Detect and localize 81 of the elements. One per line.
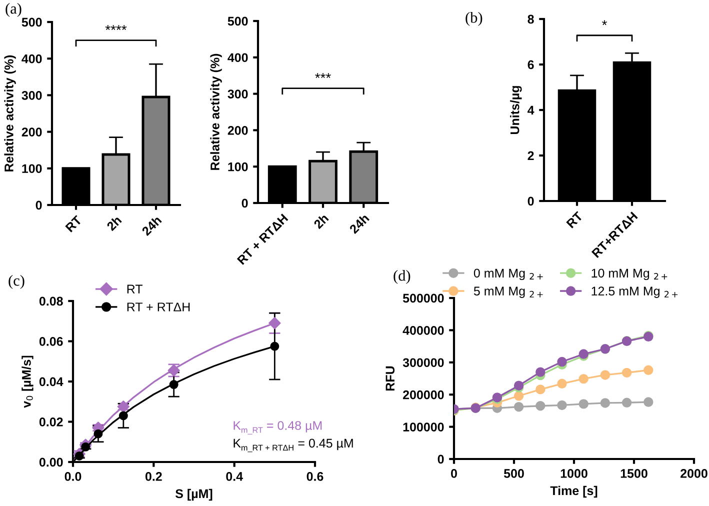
y-tick-label: 0.02 [39,418,63,426]
y-axis-title: v$_{0}$ [µM/s] [22,356,34,408]
y-tick-label: 2 [528,151,534,160]
y-axis-title: Relative activity (%) [210,54,222,170]
y-tick-label: 0.08 [39,296,63,306]
point [600,398,610,408]
y-tick-label: 100 [228,162,248,172]
legend-label: 5 mM Mg $_{2+}$ [474,286,543,298]
y-tick-label: 100000 [403,422,444,432]
y-tick-label: 300000 [402,358,444,368]
point [622,398,632,408]
y-tick-label: 0 [242,198,248,208]
chart-title: (c) [8,275,24,289]
x-tick-label: 2000 [680,469,708,478]
point [644,397,654,407]
y-tick-label: 100 [22,164,42,174]
x-tick-label: 1000 [560,469,588,478]
legend-label: 10 mM Mg $_{2+}$ [592,268,668,280]
y-tick-label: 500 [228,16,248,26]
y-axis-title: Relative activity (%) [4,55,16,172]
point [600,370,610,380]
y-tick-label: 200000 [403,390,444,400]
annotation: * [602,20,607,26]
point [536,384,546,394]
point [117,400,130,413]
annotation: *** [315,73,331,78]
x-tick-label: 0.2 [145,472,162,481]
x-tick-label: 0 [451,469,457,478]
x-tick-label: 0.4 [226,472,243,481]
y-tick-label: 0.06 [39,337,63,346]
legend-label: 12.5 mM Mg $_{2+}$ [592,286,678,298]
x-tick-label: 2h [312,213,329,230]
x-tick-label: 500 [504,469,524,478]
point [578,374,588,384]
x-tick-label: 24h [348,213,370,234]
x-tick-label: 0.0 [64,472,82,481]
y-tick-label: 200 [22,128,42,136]
y-tick-label: 400000 [402,326,444,335]
x-tick-label: 2h [106,215,122,232]
x-axis-title: Time [s] [550,486,598,498]
x-tick-label: RT [65,215,82,232]
chart-title: (d) [394,270,410,284]
point [536,401,546,411]
y-tick-label: 300 [228,90,248,98]
y-tick-label: 0.04 [39,377,64,386]
point [514,391,524,401]
y-tick-label: 500 [22,18,42,27]
y-tick-label: 500000 [402,294,444,303]
point [536,367,546,377]
y-axis-title: RFU [386,366,395,391]
y-tick-label: 0 [438,454,444,464]
y-tick-label: 200 [228,126,248,135]
point [578,399,588,409]
x-axis-title: S [µM] [175,488,212,501]
annotation: **** [105,25,127,30]
chart-title: (b) [466,12,482,26]
point [557,378,567,389]
point [644,365,654,375]
x-tick-label: RT [566,211,584,228]
y-tick-label: 400 [228,53,248,62]
point [622,368,632,378]
y-axis-title: Units/µg [510,86,522,134]
x-tick-label: 0.6 [306,472,324,481]
point [557,356,567,367]
x-tick-label: 1500 [620,469,648,478]
point [514,402,524,412]
point [557,400,567,410]
y-tick-label: 0 [528,196,534,206]
y-tick-label: 0 [36,200,42,210]
y-tick-label: 0.00 [39,458,63,467]
y-tick-label: 400 [22,54,42,64]
y-tick-label: 4 [528,106,534,115]
point [268,317,281,330]
legend-label: RT [127,284,143,294]
y-tick-label: 8 [528,14,534,24]
y-tick-label: 6 [528,60,534,70]
legend-label: 0 mM Mg $_{2+}$ [474,268,543,280]
x-tick-label: 24h [141,215,162,236]
chart-title: (a) [6,3,22,17]
legend-label: RT + RTΔH [127,302,190,312]
y-tick-label: 300 [22,91,42,100]
